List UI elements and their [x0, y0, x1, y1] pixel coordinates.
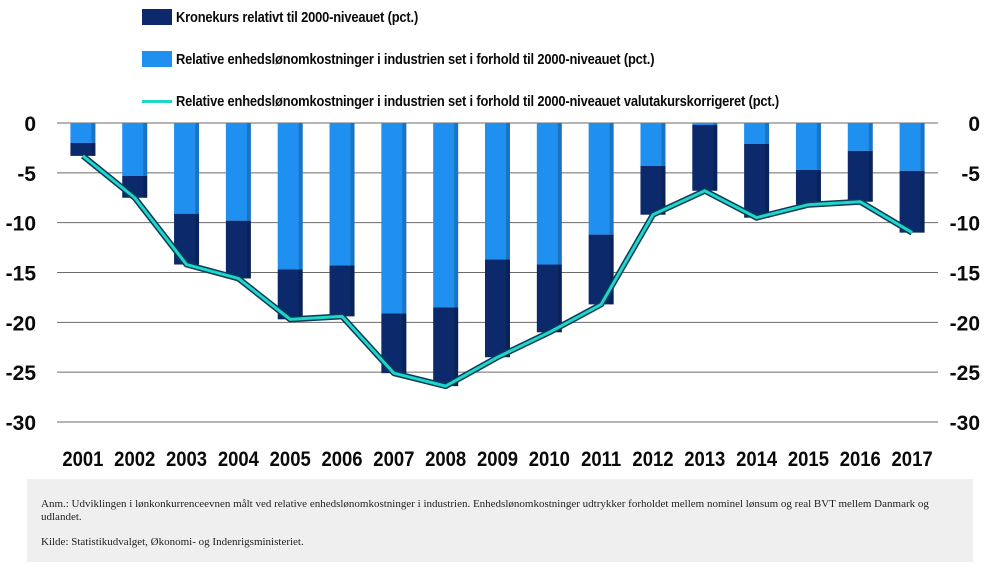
y-tick-label-left: -30: [6, 412, 36, 435]
note-anm: Anm.: Udviklingen i lønkonkurrenceevnen …: [41, 498, 929, 523]
legend-swatch-enhedslon: [142, 51, 172, 67]
y-tick-label-left: 0: [24, 113, 36, 136]
bar-shade: [298, 123, 303, 320]
bar-shade: [661, 123, 666, 215]
bar-kronekurs: [847, 150, 873, 202]
bar-kronekurs: [640, 165, 666, 215]
bar-shade: [246, 123, 251, 279]
x-tick-label: 2011: [581, 448, 621, 471]
bar-kronekurs: [485, 259, 510, 358]
x-tick-label: 2004: [218, 448, 259, 471]
legend-item-kronekurs: Kronekurs relativt til 2000-niveauet (pc…: [142, 6, 458, 28]
bar-shade: [713, 123, 718, 191]
bar-enhedslon: [329, 123, 355, 266]
note-box: Anm.: Udviklingen i lønkonkurrenceevnen …: [27, 479, 973, 562]
bar-enhedslon: [174, 123, 200, 214]
legend-label-valutakorrigeret: Relative enhedslønomkostninger i industr…: [176, 92, 780, 110]
y-tick-label-left: -25: [6, 362, 37, 385]
bar-enhedslon: [70, 123, 96, 143]
y-tick-label-right: -25: [950, 362, 981, 385]
bar-shade: [765, 123, 770, 218]
bar-kronekurs: [795, 169, 821, 205]
y-tick-label-right: -10: [950, 213, 980, 236]
x-tick-label: 2013: [684, 448, 725, 471]
bar-kronekurs: [744, 143, 770, 218]
note-kilde: Kilde: Statistikudvalget, Økonomi- og In…: [41, 536, 304, 548]
bar-kronekurs: [329, 265, 355, 317]
bar-shade: [402, 123, 407, 374]
bar-shade: [920, 123, 925, 233]
legend-swatch-kronekurs: [142, 9, 172, 25]
bar-kronekurs: [536, 264, 562, 333]
bar-shade: [143, 123, 148, 198]
y-tick-label-left: -15: [6, 263, 37, 286]
bar-kronekurs: [692, 124, 718, 191]
x-tick-label: 2015: [788, 448, 829, 471]
bar-enhedslon: [485, 123, 510, 260]
bar-enhedslon: [381, 123, 407, 314]
bar-kronekurs: [70, 142, 96, 156]
bar-enhedslon: [277, 123, 303, 270]
y-tick-label-right: -15: [950, 263, 981, 286]
bar-enhedslon: [899, 123, 925, 171]
x-tick-label: 2003: [166, 448, 207, 471]
y-tick-label-right: -5: [961, 163, 980, 186]
x-tick-label: 2001: [62, 448, 103, 471]
bar-kronekurs: [899, 170, 925, 233]
bar-enhedslon: [692, 123, 718, 125]
bar-kronekurs: [225, 220, 251, 279]
bar-enhedslon: [225, 123, 251, 221]
x-tick-label: 2012: [632, 448, 673, 471]
x-tick-label: 2016: [840, 448, 881, 471]
bar-enhedslon: [795, 123, 821, 170]
bar-shade: [557, 123, 562, 333]
legend-item-enhedslon: Relative enhedslønomkostninger i industr…: [142, 48, 732, 70]
x-tick-label: 2010: [529, 448, 570, 471]
x-tick-label: 2009: [477, 448, 518, 471]
x-tick-label: 2005: [270, 448, 311, 471]
bar-shade: [91, 123, 96, 156]
line-valutakorrigeret: [81, 154, 913, 388]
bar-enhedslon: [744, 123, 770, 144]
bar-kronekurs: [433, 307, 459, 387]
y-tick-label-left: -10: [6, 213, 36, 236]
x-tick-label: 2017: [892, 448, 933, 471]
bar-enhedslon: [640, 123, 666, 166]
bar-enhedslon: [536, 123, 562, 265]
x-tick-label: 2006: [321, 448, 362, 471]
x-tick-label: 2002: [114, 448, 155, 471]
bar-shade: [506, 123, 510, 358]
bar-enhedslon: [433, 123, 459, 308]
bar-enhedslon: [122, 123, 148, 176]
x-tick-label: 2014: [736, 448, 777, 471]
y-tick-label-right: -20: [950, 312, 980, 335]
bar-shade: [868, 123, 873, 202]
y-tick-label-left: -20: [6, 312, 36, 335]
bar-shade: [350, 123, 355, 317]
bar-shade: [816, 123, 821, 205]
bar-shade: [454, 123, 459, 387]
x-tick-label: 2008: [425, 448, 466, 471]
bar-enhedslon: [588, 123, 614, 235]
y-tick-label-right: -30: [950, 412, 980, 435]
bar-line-chart: 0 0 -5 -5 -10 -10 -15 -15 -20 -20 -25 -25 -30 -30 2001…: [6, 113, 981, 471]
bar-shade: [609, 123, 614, 305]
y-tick-label-left: -5: [17, 163, 36, 186]
y-tick-label-right: 0: [968, 113, 980, 136]
legend-item-valutakorrigeret: Relative enhedslønomkostninger i industr…: [142, 90, 877, 112]
legend-label-kronekurs: Kronekurs relativt til 2000-niveauet (pc…: [176, 8, 419, 26]
bar-enhedslon: [847, 123, 873, 151]
legend-label-enhedslon: Relative enhedslønomkostninger i industr…: [176, 50, 655, 68]
bar-shade: [195, 123, 200, 265]
x-tick-label: 2007: [373, 448, 414, 471]
legend-line-valutakorrigeret: [142, 99, 172, 103]
